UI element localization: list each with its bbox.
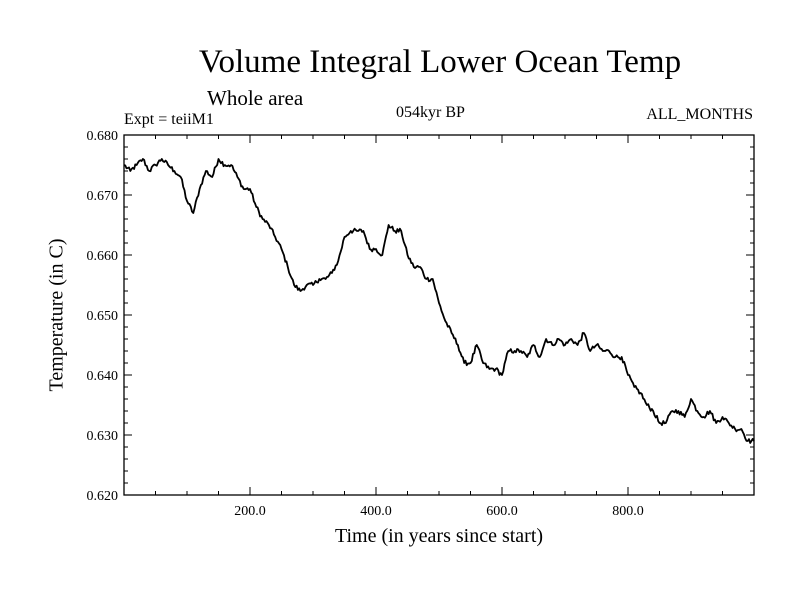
axis-ticks	[124, 135, 754, 495]
series-lines	[123, 158, 755, 444]
y-tick-label: 0.660	[87, 249, 119, 264]
x-tick-label: 400.0	[360, 504, 392, 519]
plot-frame	[123, 134, 755, 496]
chart-title: Volume Integral Lower Ocean Temp	[198, 44, 682, 80]
period-label: 054kyr BP	[396, 104, 465, 121]
y-axis-label: Temperature (in C)	[45, 238, 68, 392]
axis-tick-labels: 200.0 400.0 600.0 800.0 0.620 0.630 0.640 0.650…	[87, 129, 644, 519]
chart-subtitle: Whole area	[207, 86, 304, 110]
experiment-label: Expt = teiiM1	[124, 111, 214, 128]
x-tick-label: 200.0	[234, 504, 266, 519]
x-tick-label: 600.0	[486, 504, 518, 519]
x-axis-label: Time (in years since start)	[334, 525, 544, 547]
months-label: ALL_MONTHS	[646, 106, 753, 123]
y-tick-label: 0.640	[87, 369, 119, 384]
x-tick-label: 800.0	[612, 504, 644, 519]
y-tick-label: 0.620	[87, 489, 119, 504]
y-tick-label: 0.670	[87, 189, 119, 204]
y-tick-label: 0.680	[87, 129, 119, 144]
y-tick-label: 0.650	[87, 309, 119, 324]
series-line	[123, 158, 755, 444]
y-tick-label: 0.630	[87, 429, 119, 444]
